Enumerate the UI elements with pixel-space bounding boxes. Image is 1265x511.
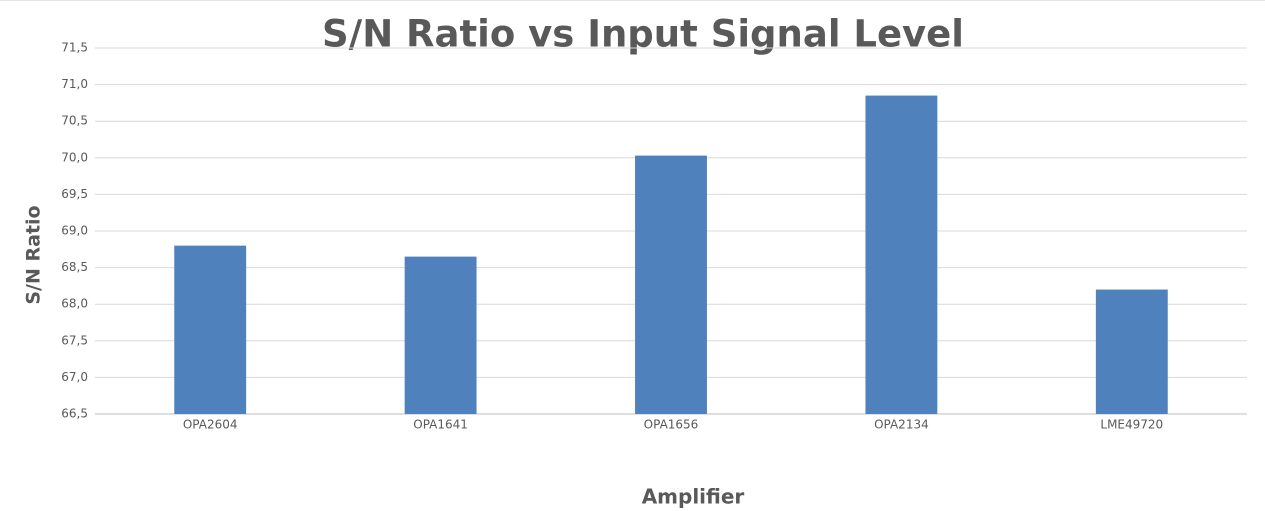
chart-title: S/N Ratio vs Input Signal Level [322,13,964,56]
y-tick-label: 69,0 [61,224,88,238]
x-tick-label: OPA1641 [413,418,468,432]
bar [174,245,247,414]
bar [635,155,707,414]
y-tick-label: 68,5 [61,260,88,274]
x-tick-label: OPA1656 [644,418,699,432]
y-tick-label: 71,5 [61,41,88,55]
bar [1095,289,1168,414]
y-tick-label: 69,5 [61,187,88,201]
y-tick-label: 70,5 [61,114,88,128]
x-tick-label: OPA2134 [874,418,929,432]
y-tick-label: 67,5 [61,333,88,347]
y-tick-label: 71,0 [61,77,88,91]
y-tick-label: 66,5 [61,407,88,421]
bar [865,95,938,414]
y-tick-label: 67,0 [61,370,88,384]
x-tick-label: LME49720 [1100,418,1163,432]
x-axis-title: Amplifier [642,485,745,509]
bar [404,256,477,414]
x-tick-label: OPA2604 [183,418,238,432]
y-axis-title: S/N Ratio [23,205,45,304]
y-tick-label: 68,0 [61,297,88,311]
y-tick-label: 70,0 [61,150,88,164]
